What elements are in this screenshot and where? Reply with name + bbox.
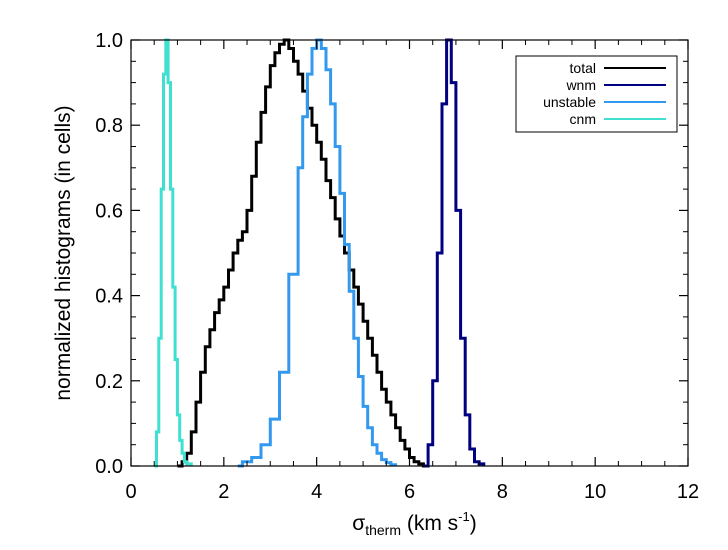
x-tick-label: 0	[125, 481, 136, 503]
x-tick-label: 4	[311, 481, 322, 503]
x-axis-label-close: )	[470, 512, 477, 535]
x-axis-label-superscript: -1	[458, 509, 470, 524]
series-line-cnm	[154, 38, 193, 468]
y-tick-label: 1.0	[95, 30, 123, 52]
x-axis-label: σtherm (km s-1)	[352, 509, 476, 538]
x-tick-label: 6	[404, 481, 415, 503]
series-layer	[154, 38, 486, 468]
y-tick-label: 0.4	[95, 286, 123, 308]
x-axis-label-units: (km s	[401, 512, 458, 535]
series-line-wnm	[423, 38, 486, 468]
legend-label-total: total	[570, 60, 596, 76]
y-tick-label: 0.2	[95, 371, 123, 393]
x-tick-label: 12	[677, 481, 699, 503]
x-tick-label: 8	[497, 481, 508, 503]
y-tick-label: 0.6	[95, 200, 123, 222]
y-axis-label: normalized histograms (in cells)	[52, 105, 75, 400]
x-tick-label: 10	[584, 481, 606, 503]
ticks-layer: 0 2 4 6 8 10 12 0.0 0.2 0.4 0.6 0.8 1.0	[95, 30, 699, 503]
x-axis-label-symbol: σ	[352, 512, 365, 535]
y-tick-label: 0.8	[95, 115, 123, 137]
legend-label-unstable: unstable	[543, 94, 596, 110]
x-axis-label-subscript: therm	[365, 522, 401, 538]
series-line-total	[177, 38, 429, 468]
series-line-unstable	[237, 38, 398, 468]
y-tick-label: 0.0	[95, 456, 123, 478]
legend-label-wnm: wnm	[565, 77, 596, 93]
legend-label-cnm: cnm	[570, 111, 596, 127]
x-tick-label: 2	[218, 481, 229, 503]
